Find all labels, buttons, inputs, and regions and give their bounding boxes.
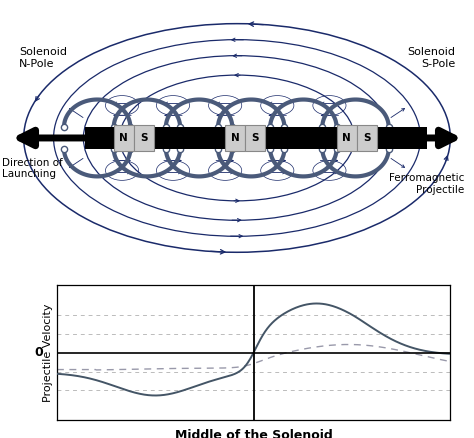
Bar [337,125,356,151]
X-axis label: Middle of the Solenoid: Middle of the Solenoid [175,429,332,438]
Bar [225,125,246,151]
Text: Solenoid
N-Pole: Solenoid N-Pole [19,47,67,69]
Bar [134,125,154,151]
Text: S: S [252,133,259,143]
Text: 0: 0 [34,346,43,359]
Bar [356,125,377,151]
Text: N: N [119,133,128,143]
Bar [114,125,134,151]
Text: S: S [363,133,371,143]
Y-axis label: Projectile Velocity: Projectile Velocity [43,304,53,402]
Text: N: N [342,133,351,143]
Text: Solenoid
S-Pole: Solenoid S-Pole [407,47,455,69]
Bar [85,127,427,149]
Text: Direction of
Launching: Direction of Launching [2,158,63,179]
Text: N: N [231,133,239,143]
Text: Ferromagnetic
Projectile: Ferromagnetic Projectile [389,173,465,195]
Text: S: S [140,133,148,143]
Bar [246,125,265,151]
